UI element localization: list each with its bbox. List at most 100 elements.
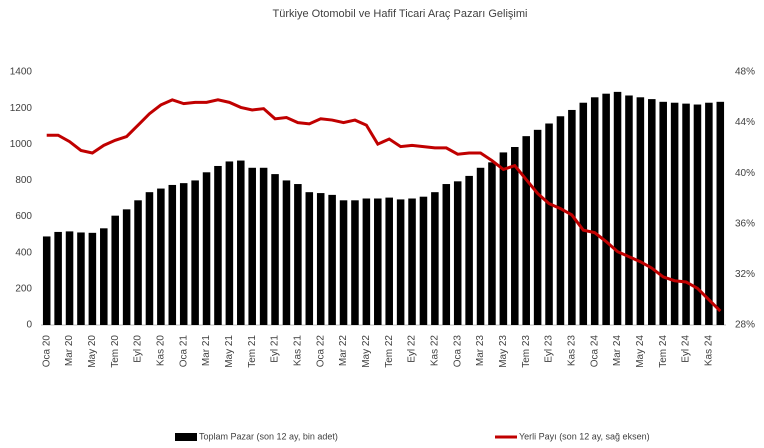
bar — [613, 91, 622, 325]
x-tick-label: May 21 — [224, 335, 235, 368]
y2-tick-label: 32% — [735, 269, 755, 280]
bar — [693, 104, 702, 326]
chart-title: Türkiye Otomobil ve Hafif Ticari Araç Pa… — [273, 8, 528, 20]
x-tick-label: Oca 24 — [589, 335, 600, 368]
x-tick-label: Oca 21 — [178, 335, 189, 368]
y-tick-label: 0 — [26, 320, 32, 331]
bar — [442, 184, 451, 325]
y2-tick-label: 36% — [735, 218, 755, 229]
bar — [225, 161, 234, 325]
legend-swatch — [175, 433, 197, 441]
bar — [145, 192, 154, 325]
x-tick-label: Mar 21 — [201, 335, 212, 367]
y-tick-label: 1000 — [10, 139, 33, 150]
x-tick-label: Mar 23 — [475, 335, 486, 367]
bar — [271, 174, 279, 325]
x-tick-label: Mar 22 — [338, 335, 349, 367]
bar — [385, 197, 393, 325]
y2-tick-label: 40% — [735, 168, 755, 179]
bar — [465, 175, 473, 325]
x-tick-label: Tem 21 — [247, 335, 258, 368]
x-tick-label: Oca 20 — [41, 335, 52, 368]
bar — [111, 215, 119, 325]
y-tick-label: 600 — [15, 211, 32, 222]
bar — [168, 184, 177, 325]
bar — [419, 196, 428, 325]
bar — [374, 198, 382, 325]
y2-tick-label: 28% — [735, 320, 755, 331]
legend-label: Yerli Payı (son 12 ay, sağ eksen) — [519, 431, 650, 441]
bar — [522, 136, 530, 325]
bar — [77, 232, 85, 325]
bar — [202, 172, 211, 325]
line — [46, 98, 722, 313]
x-tick-label: Eyl 21 — [270, 335, 281, 363]
bar — [88, 232, 97, 325]
bar — [305, 192, 314, 325]
bar — [670, 102, 679, 325]
bar — [453, 181, 462, 325]
y-tick-label: 200 — [15, 283, 32, 294]
bar — [545, 123, 553, 325]
bar — [716, 101, 725, 325]
x-tick-label: Eyl 24 — [681, 335, 692, 363]
bar — [556, 116, 565, 326]
x-tick-label: Tem 22 — [384, 335, 395, 368]
bar — [237, 160, 245, 325]
bar — [488, 162, 496, 325]
bar — [214, 165, 222, 325]
bar — [476, 167, 485, 325]
bar — [533, 129, 542, 325]
bar — [100, 228, 108, 325]
bar — [705, 102, 713, 325]
bar — [659, 101, 667, 325]
x-tick-label: Tem 23 — [521, 335, 532, 368]
y-tick-label: 1400 — [10, 67, 33, 78]
bar — [294, 184, 302, 325]
bar — [179, 183, 188, 325]
x-tick-label: Eyl 20 — [133, 335, 144, 363]
bar — [579, 102, 588, 325]
x-tick-label: May 20 — [87, 335, 98, 368]
x-tick-label: Oca 23 — [452, 335, 463, 368]
bar — [499, 152, 508, 325]
bar — [602, 93, 610, 325]
y-tick-label: 1200 — [10, 103, 33, 114]
x-tick-label: Eyl 22 — [407, 335, 418, 363]
bar — [568, 109, 576, 325]
bar — [282, 180, 291, 325]
bar — [431, 192, 439, 325]
bar — [259, 167, 268, 325]
x-tick-label: Tem 24 — [658, 335, 669, 368]
bar — [362, 198, 371, 325]
x-tick-label: Kas 24 — [704, 335, 715, 367]
bar — [682, 103, 690, 325]
bar — [134, 200, 142, 325]
bar — [248, 167, 256, 325]
bar — [191, 180, 199, 325]
x-tick-label: Kas 21 — [293, 335, 304, 367]
bar — [408, 198, 416, 325]
bar — [590, 97, 599, 325]
x-tick-label: May 24 — [635, 335, 646, 368]
bar — [636, 97, 645, 325]
x-tick-label: Eyl 23 — [544, 335, 555, 363]
x-tick-label: Tem 20 — [110, 335, 121, 368]
legend-label: Toplam Pazar (son 12 ay, bin adet) — [199, 431, 338, 441]
x-tick-label: Mar 20 — [64, 335, 75, 367]
bar — [157, 188, 165, 325]
bar — [316, 193, 325, 325]
bar — [625, 95, 633, 325]
y-tick-label: 800 — [15, 175, 32, 186]
bar — [65, 231, 74, 325]
x-tick-label: Oca 22 — [315, 335, 326, 368]
bar — [396, 199, 405, 325]
x-tick-label: May 22 — [361, 335, 372, 368]
y-tick-label: 400 — [15, 247, 32, 258]
x-tick-label: May 23 — [498, 335, 509, 368]
x-tick-label: Kas 23 — [567, 335, 578, 367]
bar — [54, 231, 62, 325]
bar — [328, 194, 336, 325]
bar — [42, 236, 51, 325]
